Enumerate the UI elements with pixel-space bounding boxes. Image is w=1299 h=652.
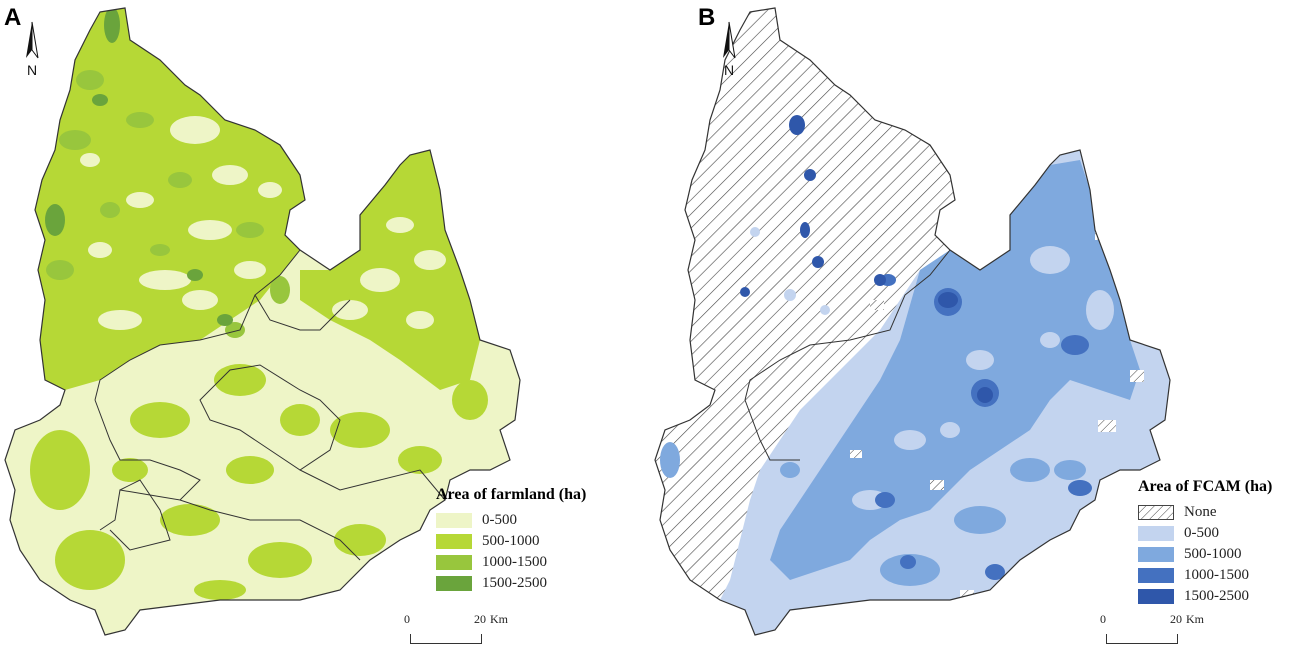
farmland-1500-2500-patches [45, 8, 233, 326]
legend-label: 1500-2500 [482, 575, 547, 591]
farmland-district-boundaries [94, 249, 446, 561]
legend-swatch [436, 513, 472, 528]
legend-swatch [1138, 505, 1174, 520]
fcam-outline [654, 7, 1171, 636]
north-label: N [723, 62, 735, 78]
legend-item: 0-500 [436, 510, 586, 531]
farmland-map [4, 7, 521, 636]
legend-label: 1000-1500 [1184, 567, 1249, 583]
legend-label: 500-1000 [482, 533, 540, 549]
north-arrow-icon [723, 21, 736, 59]
fcam-none-north [655, 8, 955, 600]
legend-swatch [1138, 526, 1174, 541]
farmland-south-patches [30, 364, 488, 600]
panel-b: B N Area of FCAM (ha) None 0-500 500-100… [650, 0, 1299, 647]
legend-label: 1500-2500 [1184, 588, 1249, 604]
north-arrow: N [17, 20, 47, 80]
legend-item: 500-1000 [1138, 544, 1272, 565]
legend-item: 0-500 [1138, 523, 1272, 544]
fcam-map [654, 7, 1171, 636]
panel-a: A N Area of farmland (ha) 0-500 500-1000… [0, 0, 650, 647]
legend-label: 1000-1500 [482, 554, 547, 570]
legend-item: 500-1000 [436, 531, 586, 552]
legend-title: Area of FCAM (ha) [1138, 478, 1273, 495]
fcam-500-1000-patches [660, 442, 1086, 586]
north-label: N [26, 62, 38, 78]
scale-unit: Km [490, 612, 508, 626]
legend-item: 1500-2500 [436, 573, 586, 594]
farmland-outline [4, 7, 521, 636]
legend-swatch [1138, 547, 1174, 562]
legend-label: 500-1000 [1184, 546, 1242, 562]
legend-item: 1000-1500 [436, 552, 586, 573]
legend-swatch [436, 534, 472, 549]
scale-end: 20 [1170, 612, 1182, 626]
legend-swatch [1138, 589, 1174, 604]
legend-swatch [1138, 568, 1174, 583]
scale-line [1106, 634, 1178, 644]
legend-item: 1500-2500 [1138, 586, 1272, 607]
fcam-district-boundaries [744, 249, 951, 461]
panel-letter-b: B [698, 4, 716, 31]
legend-label: 0-500 [482, 512, 517, 528]
legend-item: None [1138, 502, 1272, 523]
legend-title: Area of farmland (ha) [436, 486, 587, 503]
panel-letter-a: A [4, 4, 22, 31]
scale-start: 0 [1100, 612, 1106, 626]
fcam-0-500-patches [852, 246, 1114, 510]
legend-swatch [436, 555, 472, 570]
scale-bar: 0 20 Km [1094, 612, 1214, 652]
farmland-light-patches [80, 116, 446, 330]
legend-item: 1000-1500 [1138, 565, 1272, 586]
legend-swatch [436, 576, 472, 591]
fcam-legend: Area of FCAM (ha) None 0-500 500-1000 10… [1138, 478, 1272, 607]
farmland-1000-1500-patches [46, 70, 290, 338]
scale-end: 20 [474, 612, 486, 626]
north-arrow: N [714, 20, 744, 80]
north-arrow-icon [26, 21, 39, 59]
scale-start: 0 [404, 612, 410, 626]
legend-label: None [1184, 504, 1217, 520]
legend-label: 0-500 [1184, 525, 1219, 541]
farmland-legend: Area of farmland (ha) 0-500 500-1000 100… [436, 486, 586, 594]
scale-unit: Km [1186, 612, 1204, 626]
scale-line [410, 634, 482, 644]
scale-bar: 0 20 Km [398, 612, 518, 652]
